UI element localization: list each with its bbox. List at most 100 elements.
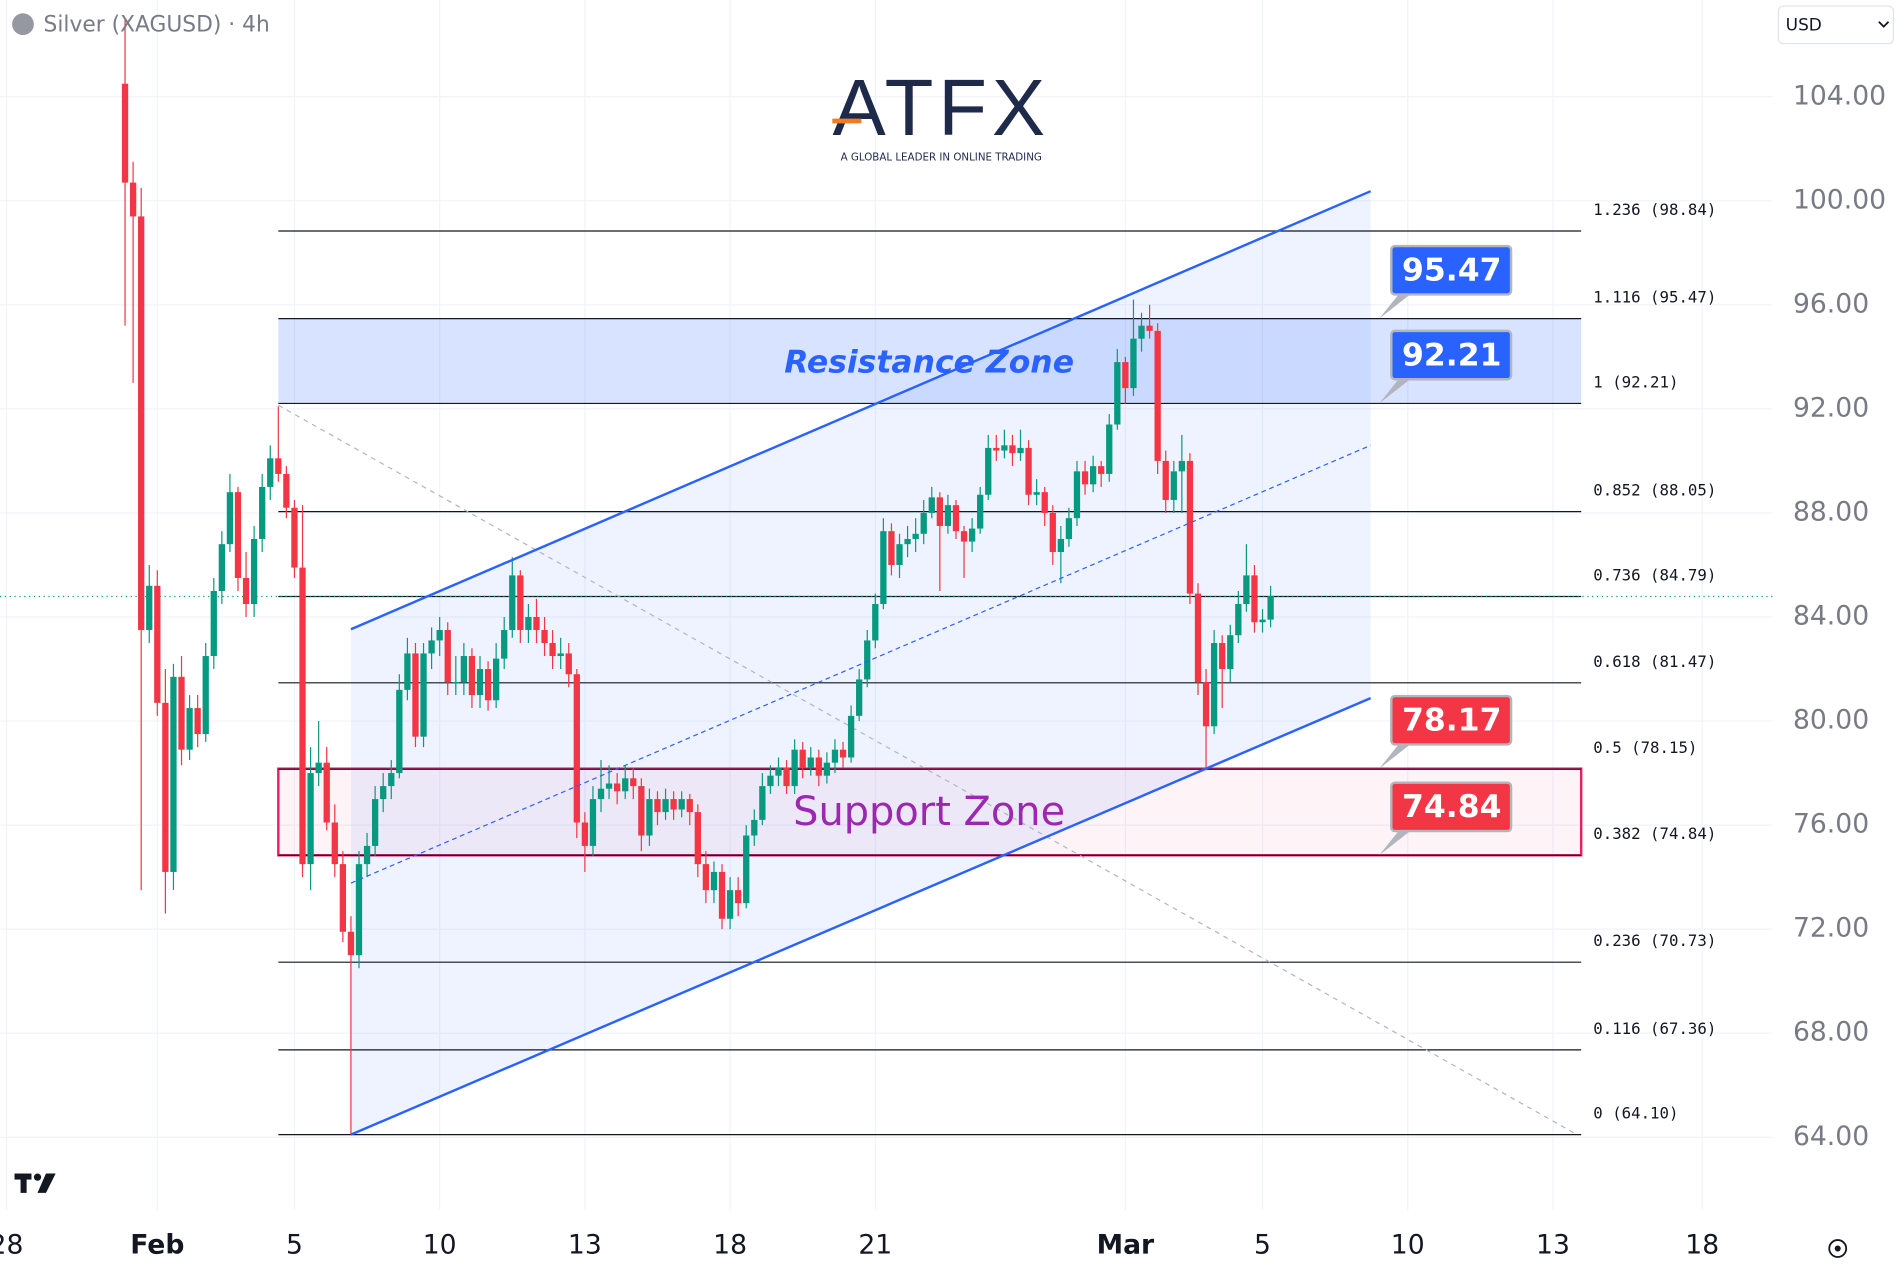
y-tick-label: 64.00 [1793, 1121, 1869, 1152]
candle-body [557, 653, 564, 657]
candle-body [1227, 635, 1234, 670]
channel-middle [350, 444, 1371, 884]
x-tick-label: Mar [1097, 1230, 1155, 1261]
candle-body [138, 216, 145, 631]
candle-body [718, 871, 726, 919]
symbol-title: Silver (XAGUSD) · 4h [44, 12, 270, 37]
candle-body [1073, 471, 1081, 519]
candle-body [1194, 593, 1202, 683]
candle-body [993, 447, 1000, 451]
candle-body [726, 890, 734, 919]
price-tag [1390, 694, 1513, 746]
candle-body [622, 778, 629, 792]
candle-body [896, 544, 903, 565]
y-tick-label: 84.00 [1793, 601, 1869, 632]
candle-body [1138, 325, 1145, 339]
y-tick-label: 76.00 [1793, 809, 1869, 840]
candle-body [589, 799, 597, 846]
candle-body [275, 458, 282, 474]
candle-body [194, 708, 201, 735]
candle-body [371, 799, 379, 846]
candle-body [517, 575, 524, 631]
candle-body [977, 494, 984, 529]
candle-body [154, 585, 161, 703]
fib-label: 0.236 (70.73) [1593, 931, 1716, 950]
y-tick-label: 72.00 [1793, 913, 1869, 944]
symbol-icon [12, 13, 34, 36]
fib-label: 0.618 (81.47) [1593, 652, 1716, 671]
candle-body [686, 799, 693, 813]
currency-box[interactable] [1777, 5, 1894, 45]
candle-body [799, 749, 806, 768]
candle-body [178, 676, 185, 750]
x-tick-label: 10 [1391, 1230, 1425, 1261]
y-tick-label: 88.00 [1793, 496, 1869, 527]
candle-body [428, 640, 435, 654]
candle-body [420, 653, 427, 737]
candle-body [735, 890, 742, 904]
candle-body [210, 590, 217, 657]
candle-body [1009, 445, 1016, 454]
candle-body [1259, 619, 1266, 623]
candle-body [936, 497, 943, 526]
candle-body [525, 617, 532, 631]
tv-logo [14, 1173, 56, 1193]
candle-body [662, 799, 669, 813]
candle-body [960, 531, 968, 542]
x-tick-label: Feb [130, 1230, 184, 1261]
candle-body [307, 773, 314, 865]
candle-body [807, 757, 814, 768]
candle-body [710, 871, 718, 891]
price-tag-label: 78.17 [1402, 702, 1501, 738]
candle-body [751, 819, 758, 836]
candle-body [1098, 466, 1105, 474]
candle-body [1033, 492, 1040, 495]
candle-body [396, 689, 403, 774]
candle-body [1057, 538, 1064, 552]
tag-pointer [1379, 288, 1418, 319]
plot: 1.236 (98.84) 1.116 (95.47) 1 (92.21) 0.852… [0, 0, 1773, 1210]
candle-body [1114, 362, 1121, 425]
candle-body [202, 656, 209, 735]
candle-body [444, 630, 451, 683]
zone-label: Resistance Zone [784, 344, 1074, 380]
candle-body [339, 864, 347, 932]
zone [278, 318, 1582, 404]
candle-body [1170, 471, 1177, 500]
candle-body [1235, 604, 1242, 636]
candle-body [1001, 445, 1008, 451]
candle-body [121, 83, 129, 183]
candle-body [952, 505, 960, 532]
candle-body [864, 640, 871, 680]
candle-body [315, 762, 322, 774]
candle-body [291, 507, 298, 568]
candle-body [1025, 447, 1032, 495]
candle-body [847, 715, 855, 758]
fib-label: 0.382 (74.84) [1593, 824, 1716, 843]
candle-body [162, 702, 169, 872]
x-tick-label: 5 [1254, 1230, 1271, 1261]
x-tick-label: 13 [568, 1230, 602, 1261]
candle-body [775, 767, 782, 776]
candle-body [839, 749, 847, 758]
fib-label: 1 (92.21) [1593, 372, 1678, 391]
price-tag [1390, 781, 1513, 833]
candle-body [1267, 596, 1274, 620]
currency[interactable]: USD [1786, 14, 1822, 34]
candle-body [1065, 518, 1073, 539]
settings-icon[interactable] [1828, 1239, 1848, 1258]
candle-body [880, 531, 887, 605]
candle-body [129, 182, 137, 217]
candle-body [573, 674, 580, 823]
candle-body [363, 845, 371, 865]
candle-body [250, 538, 258, 605]
x-tick-label: 28 [0, 1230, 23, 1261]
channel-lower [350, 697, 1372, 1136]
fib-label: 0 (64.10) [1593, 1104, 1678, 1123]
candle-body [267, 458, 274, 487]
price-tag-label: 95.47 [1402, 252, 1501, 288]
candle-body [856, 679, 863, 716]
fib-label: 0.116 (67.36) [1593, 1019, 1716, 1038]
